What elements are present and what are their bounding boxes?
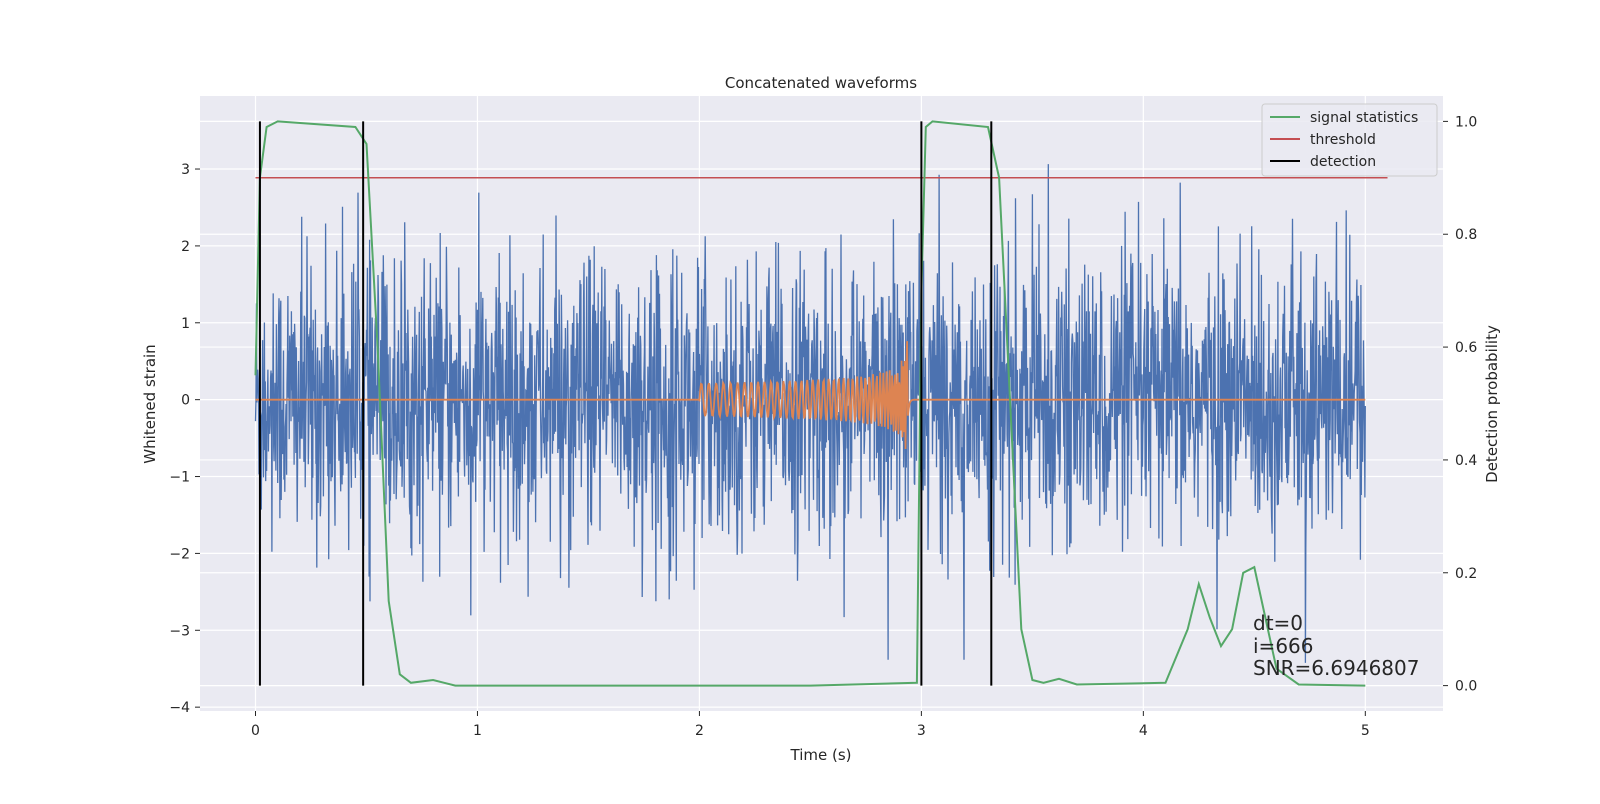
x-axis-label: Time (s) [790, 746, 852, 764]
y-axis-label: Whitened strain [141, 344, 159, 463]
x-tick-label: 4 [1139, 723, 1148, 739]
annotation-line: dt=0 [1253, 611, 1303, 635]
y2-tick-label: 0.2 [1455, 566, 1477, 582]
y2-tick-label: 0.4 [1455, 453, 1477, 469]
y2-axis-label: Detection probability [1483, 325, 1501, 483]
legend: signal statistics threshold detection [1261, 103, 1438, 177]
series-injected-waveform [255, 341, 1366, 450]
series-layer [254, 120, 1388, 687]
y2-tick-label: 1.0 [1455, 114, 1477, 130]
x-tick-label: 5 [1361, 723, 1370, 739]
legend-box [1261, 103, 1438, 177]
annotation-line: i=666 [1253, 634, 1314, 658]
y-tick-label: 1 [181, 316, 190, 332]
legend-label: signal statistics [1310, 110, 1418, 126]
legend-label: threshold [1310, 132, 1376, 148]
x-tick-label: 0 [251, 723, 260, 739]
annotation: dt=0 i=666 SNR=6.6946807 [1253, 611, 1419, 680]
y-tick-label: −4 [169, 700, 190, 716]
y-tick-label: 0 [181, 393, 190, 409]
y2-tick-label: 0.6 [1455, 340, 1477, 356]
y2-tick-label: 0.8 [1455, 227, 1477, 243]
axes-layer: 0 1 2 3 4 5 −4 −3 −2 −1 0 1 2 3 0.0 0.2 0.4 0.6 0.8 1.0 [169, 114, 1477, 739]
annotation-line: SNR=6.6946807 [1253, 656, 1419, 680]
y-tick-label: −3 [169, 623, 190, 639]
y-tick-label: 2 [181, 239, 190, 255]
chart-title: Concatenated waveforms [725, 74, 917, 92]
series-signal-statistics [254, 120, 1366, 687]
y-tick-label: −2 [169, 546, 190, 562]
y-tick-label: 3 [181, 162, 190, 178]
x-tick-label: 1 [473, 723, 482, 739]
legend-label: detection [1310, 154, 1376, 170]
y2-tick-label: 0.0 [1455, 679, 1477, 695]
x-tick-label: 2 [695, 723, 704, 739]
y-tick-label: −1 [169, 470, 190, 486]
x-tick-label: 3 [917, 723, 926, 739]
